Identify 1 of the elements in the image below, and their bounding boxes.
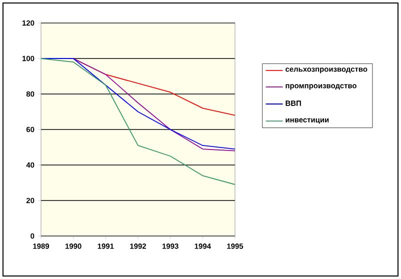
line-series: [41, 58, 235, 185]
